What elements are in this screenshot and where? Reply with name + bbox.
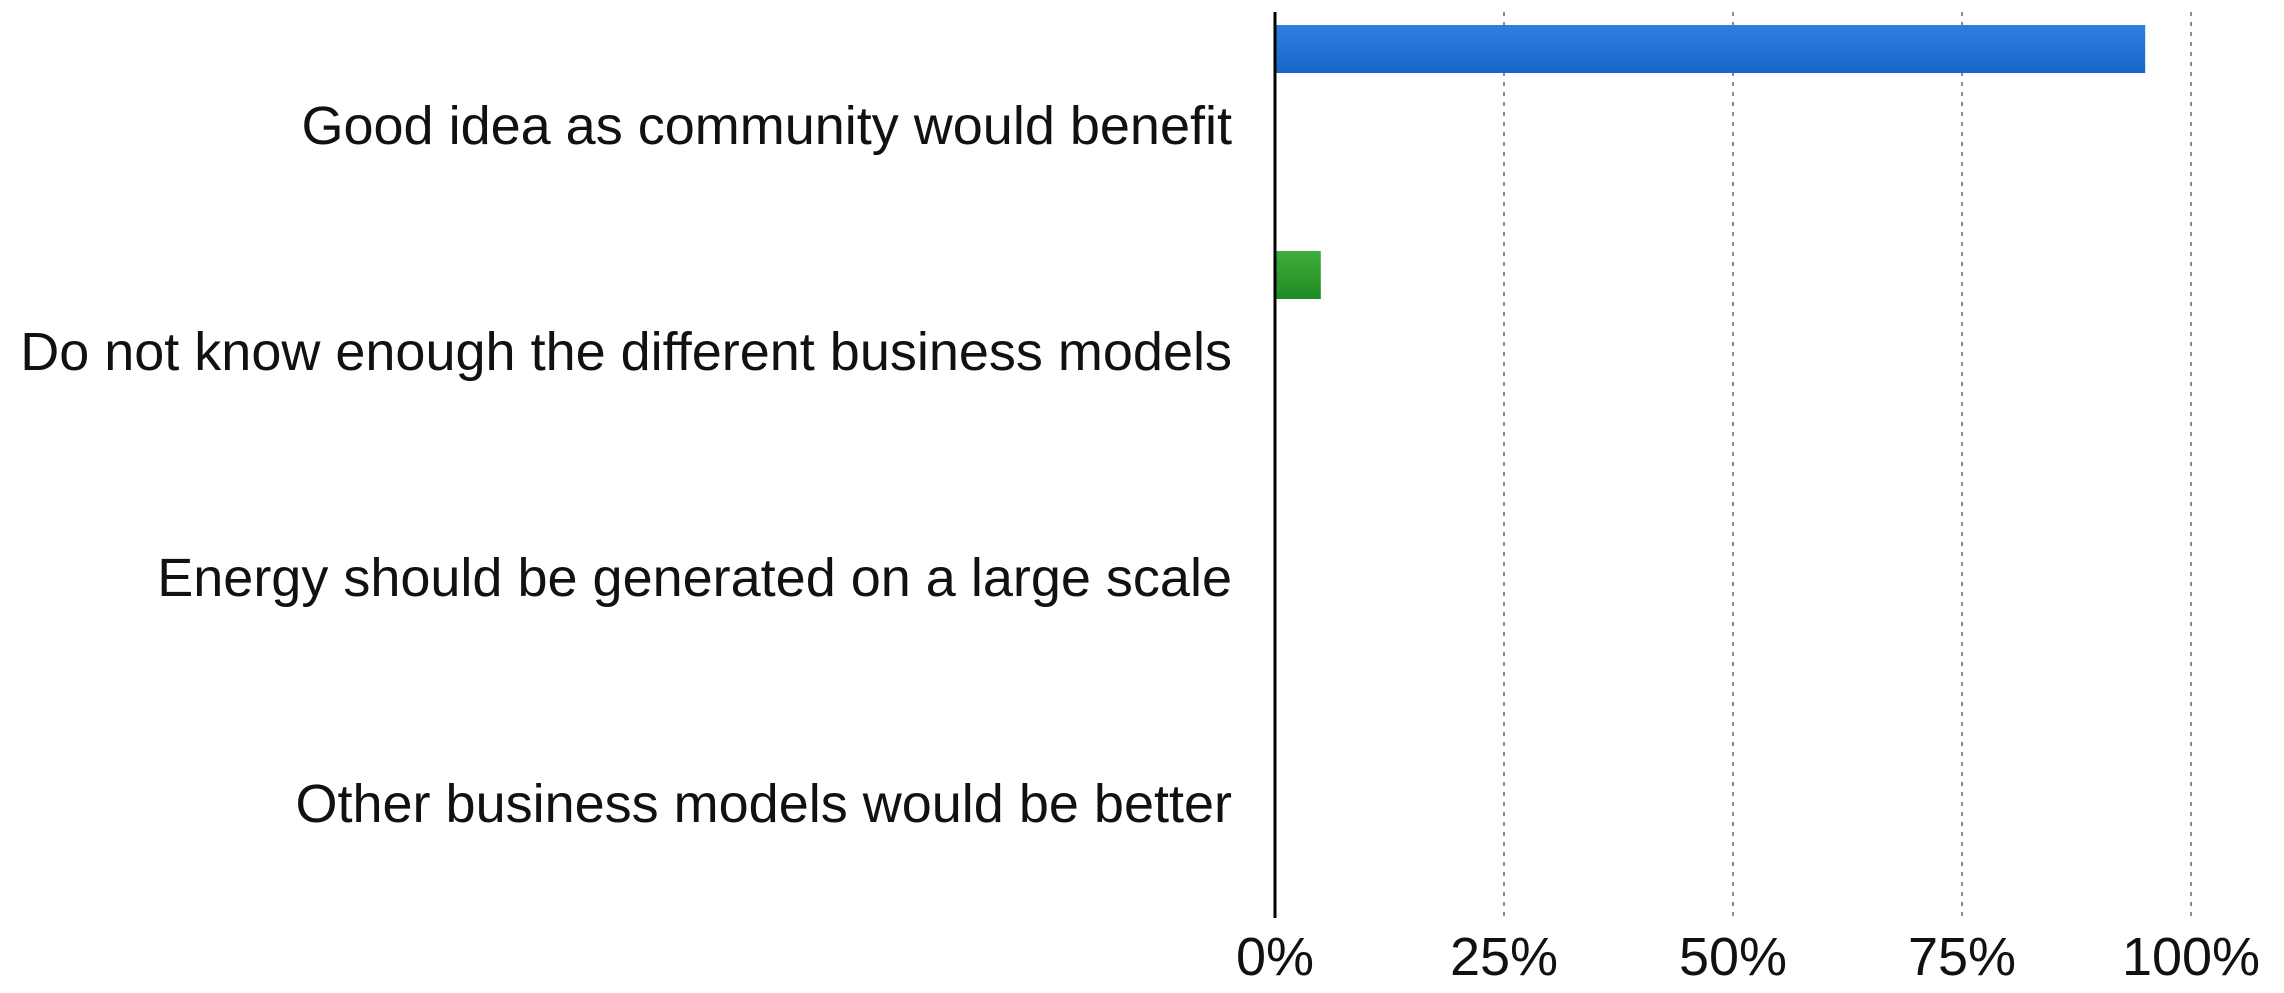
gridlines — [1503, 12, 2192, 918]
x-tick-label-0: 0% — [1236, 927, 1314, 987]
x-tick-label-75: 75% — [1908, 927, 2016, 987]
x-tick-label-50: 50% — [1679, 927, 1787, 987]
bar-2 — [1275, 251, 1321, 299]
bar-1 — [1275, 25, 2146, 73]
x-tick-labels: 0% 25% 50% 75% 100% — [1236, 927, 2260, 987]
category-label-1: Good idea as community would benefit — [301, 96, 1232, 156]
category-label-4: Other business models would be better — [295, 774, 1232, 834]
x-tick-label-25: 25% — [1450, 927, 1558, 987]
category-label-2: Do not know enough the different busines… — [20, 322, 1232, 382]
bars — [1275, 25, 2146, 299]
x-tick-label-100: 100% — [2122, 927, 2260, 987]
category-label-3: Energy should be generated on a large sc… — [157, 548, 1232, 608]
category-labels: Good idea as community would benefit Do n… — [20, 96, 1232, 834]
